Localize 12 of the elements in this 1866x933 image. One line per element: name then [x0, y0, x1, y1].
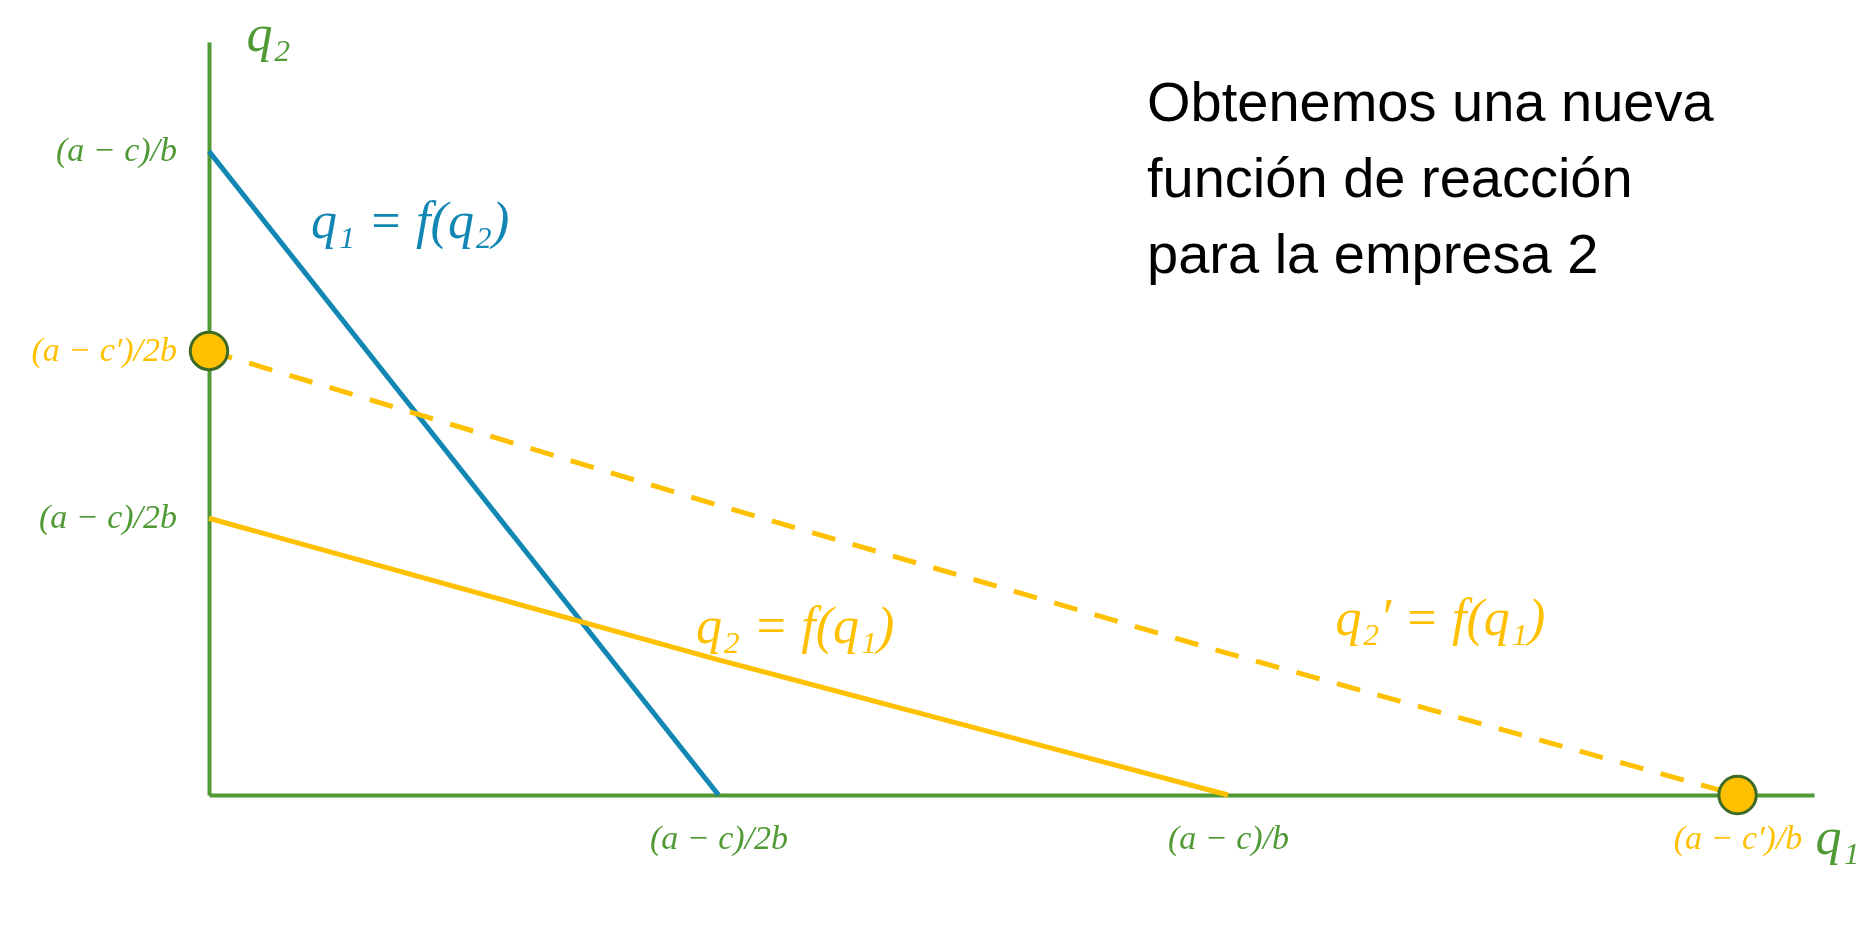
text: (a − c)/b	[55, 131, 177, 169]
series-label: q₂′ = f(q₁)	[1335, 589, 1546, 648]
series-label: q₁ = f(q₂)	[310, 191, 510, 250]
x-tick-label: (a − c)/2b	[649, 818, 789, 857]
series-label: q₂ = f(q₁)	[696, 596, 895, 655]
y-axis-title: q₂	[246, 4, 291, 62]
text: (a − c)/2b	[38, 498, 177, 536]
x-tick-label: (a − c′)/b	[1673, 818, 1803, 857]
x-tick-label: (a − c)/b	[1167, 818, 1290, 857]
annotation: Obtenemos una nueva función de reacción para la empresa 2	[1147, 70, 1715, 285]
text: (a − c′)/2b	[31, 331, 177, 369]
x-axis-title: q₁	[1815, 807, 1860, 865]
